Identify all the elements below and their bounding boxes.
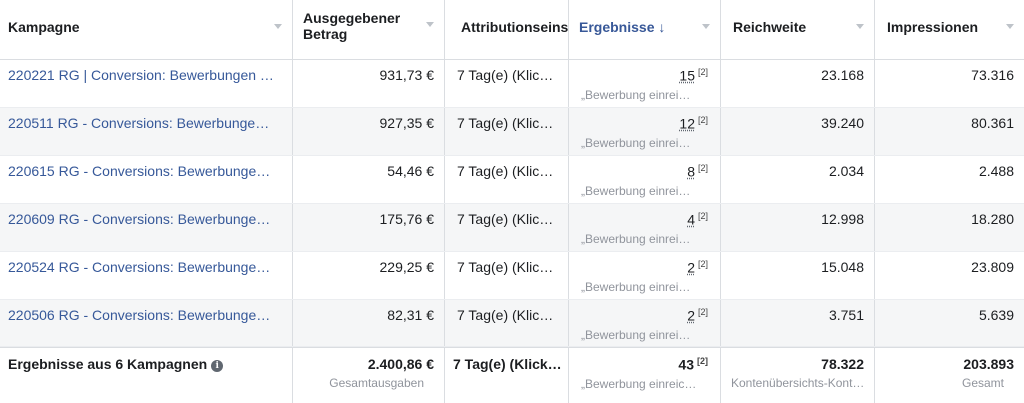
chevron-down-icon[interactable] bbox=[702, 24, 710, 29]
col-header-label: Ausgegebener Betrag bbox=[303, 10, 401, 42]
footnote-marker: [2] bbox=[697, 211, 708, 221]
reach-cell: 39.240 bbox=[721, 108, 875, 155]
results-type: „Bewerbung einrei… bbox=[581, 87, 691, 102]
total-reach: 78.322 bbox=[821, 356, 864, 372]
col-header-betrag[interactable]: Ausgegebener Betrag bbox=[293, 0, 445, 59]
total-results: 43 bbox=[678, 356, 694, 373]
attribution-cell: 7 Tag(e) (Klic… bbox=[445, 300, 569, 346]
col-header-attribution[interactable]: Attributionseinstellung bbox=[445, 0, 569, 59]
results-cell: 15 [2] „Bewerbung einrei… bbox=[569, 60, 721, 107]
total-results-cell: 43 [2] „Bewerbung einreic… bbox=[569, 348, 721, 403]
attribution-cell: 7 Tag(e) (Klic… bbox=[445, 60, 569, 107]
attribution-cell: 7 Tag(e) (Klic… bbox=[445, 108, 569, 155]
summary-label: Ergebnisse aus 6 Kampagnen i bbox=[0, 348, 293, 403]
results-type: „Bewerbung einrei… bbox=[581, 231, 691, 246]
impressions-cell: 23.809 bbox=[971, 259, 1014, 275]
reach-cell: 12.998 bbox=[721, 204, 875, 251]
results-value[interactable]: 4 bbox=[687, 211, 695, 228]
total-spend: 2.400,86 € bbox=[367, 356, 434, 372]
table-footer: Ergebnisse aus 6 Kampagnen i 2.400,86 € G… bbox=[0, 347, 1024, 403]
total-reach-sub: Kontenübersichts-Kont… bbox=[731, 376, 865, 390]
results-cell: 8 [2] „Bewerbung einrei… bbox=[569, 156, 721, 203]
results-cell: 12 [2] „Bewerbung einrei… bbox=[569, 108, 721, 155]
chevron-down-icon[interactable] bbox=[426, 22, 434, 27]
col-header-impressionen[interactable]: Impressionen bbox=[875, 0, 1024, 59]
attribution-cell: 7 Tag(e) (Klic… bbox=[445, 156, 569, 203]
reach-cell: 2.034 bbox=[721, 156, 875, 203]
results-cell: 2 [2] „Bewerbung einrei… bbox=[569, 300, 721, 346]
results-value[interactable]: 8 bbox=[687, 163, 695, 180]
campaign-link[interactable]: 220506 RG - Conversions: Bewerbunge… bbox=[0, 300, 293, 346]
chevron-down-icon[interactable] bbox=[1006, 24, 1014, 29]
results-value[interactable]: 2 bbox=[687, 259, 695, 276]
impressions-cell: 18.280 bbox=[971, 211, 1014, 227]
chevron-down-icon[interactable] bbox=[856, 24, 864, 29]
campaign-link[interactable]: 220609 RG - Conversions: Bewerbunge… bbox=[0, 204, 293, 251]
footnote-marker: [2] bbox=[697, 356, 708, 366]
total-spend-sub: Gesamtausgaben bbox=[329, 376, 424, 390]
results-type: „Bewerbung einrei… bbox=[581, 279, 691, 294]
footnote-marker: [2] bbox=[697, 259, 708, 269]
chevron-down-icon[interactable] bbox=[274, 24, 282, 29]
total-attribution: 7 Tag(e) (Klick… bbox=[445, 348, 569, 403]
impressions-cell: 73.316 bbox=[971, 67, 1014, 83]
total-results-sub: „Bewerbung einreic… bbox=[581, 376, 697, 391]
col-header-label: Impressionen bbox=[887, 19, 979, 35]
col-header-label: Kampagne bbox=[8, 19, 80, 35]
results-value[interactable]: 12 bbox=[679, 115, 695, 132]
campaign-link[interactable]: 220511 RG - Conversions: Bewerbunge… bbox=[0, 108, 293, 155]
table-row: 220524 RG - Conversions: Bewerbunge… 229… bbox=[0, 252, 1024, 300]
spend-cell: 175,76 € bbox=[293, 204, 445, 251]
table-row: 220506 RG - Conversions: Bewerbunge… 82,… bbox=[0, 300, 1024, 347]
footnote-marker: [2] bbox=[697, 307, 708, 317]
footnote-marker: [2] bbox=[697, 115, 708, 125]
table-row: 220609 RG - Conversions: Bewerbunge… 175… bbox=[0, 204, 1024, 252]
results-type: „Bewerbung einrei… bbox=[581, 135, 691, 150]
campaign-link[interactable]: 220221 RG | Conversion: Bewerbungen … bbox=[0, 60, 293, 107]
spend-cell: 927,35 € bbox=[293, 108, 445, 155]
col-header-kampagne[interactable]: Kampagne bbox=[0, 0, 293, 59]
total-reach-cell: 78.322 Kontenübersichts-Kont… bbox=[721, 348, 875, 403]
spend-cell: 931,73 € bbox=[293, 60, 445, 107]
reach-cell: 15.048 bbox=[721, 252, 875, 299]
col-header-ergebnisse[interactable]: Ergebnisse ↓ bbox=[569, 0, 721, 59]
spend-cell: 54,46 € bbox=[293, 156, 445, 203]
impressions-cell: 5.639 bbox=[978, 307, 1014, 323]
results-value[interactable]: 15 bbox=[679, 67, 695, 84]
col-header-label: Ergebnisse ↓ bbox=[579, 19, 666, 35]
col-header-label: Attributionseinstellung bbox=[461, 19, 569, 35]
table-row: 220615 RG - Conversions: Bewerbunge… 54,… bbox=[0, 156, 1024, 204]
impressions-cell: 80.361 bbox=[971, 115, 1014, 131]
table-row: 220221 RG | Conversion: Bewerbungen … 93… bbox=[0, 60, 1024, 108]
total-spend-cell: 2.400,86 € Gesamtausgaben bbox=[293, 348, 445, 403]
impressions-cell: 2.488 bbox=[978, 163, 1014, 179]
attribution-cell: 7 Tag(e) (Klic… bbox=[445, 252, 569, 299]
results-value[interactable]: 2 bbox=[687, 307, 695, 324]
total-impressions-cell: 203.893 Gesamt bbox=[875, 348, 1024, 403]
campaign-link[interactable]: 220615 RG - Conversions: Bewerbunge… bbox=[0, 156, 293, 203]
col-header-label: Reichweite bbox=[733, 19, 807, 35]
info-icon[interactable]: i bbox=[211, 360, 224, 372]
results-type: „Bewerbung einrei… bbox=[581, 183, 691, 198]
spend-cell: 82,31 € bbox=[293, 300, 445, 346]
attribution-cell: 7 Tag(e) (Klic… bbox=[445, 204, 569, 251]
footnote-marker: [2] bbox=[697, 67, 708, 77]
campaign-link[interactable]: 220524 RG - Conversions: Bewerbunge… bbox=[0, 252, 293, 299]
results-type: „Bewerbung einrei… bbox=[581, 327, 691, 342]
total-impressions: 203.893 bbox=[963, 356, 1014, 372]
reach-cell: 3.751 bbox=[721, 300, 875, 346]
results-cell: 2 [2] „Bewerbung einrei… bbox=[569, 252, 721, 299]
total-impressions-sub: Gesamt bbox=[961, 376, 1004, 390]
col-header-reichweite[interactable]: Reichweite bbox=[721, 0, 875, 59]
footnote-marker: [2] bbox=[697, 163, 708, 173]
table-header: Kampagne Ausgegebener Betrag Attribution… bbox=[0, 0, 1024, 60]
spend-cell: 229,25 € bbox=[293, 252, 445, 299]
reach-cell: 23.168 bbox=[721, 60, 875, 107]
table-row: 220511 RG - Conversions: Bewerbunge… 927… bbox=[0, 108, 1024, 156]
summary-label-text: Ergebnisse aus 6 Kampagnen bbox=[8, 356, 208, 372]
results-cell: 4 [2] „Bewerbung einrei… bbox=[569, 204, 721, 251]
